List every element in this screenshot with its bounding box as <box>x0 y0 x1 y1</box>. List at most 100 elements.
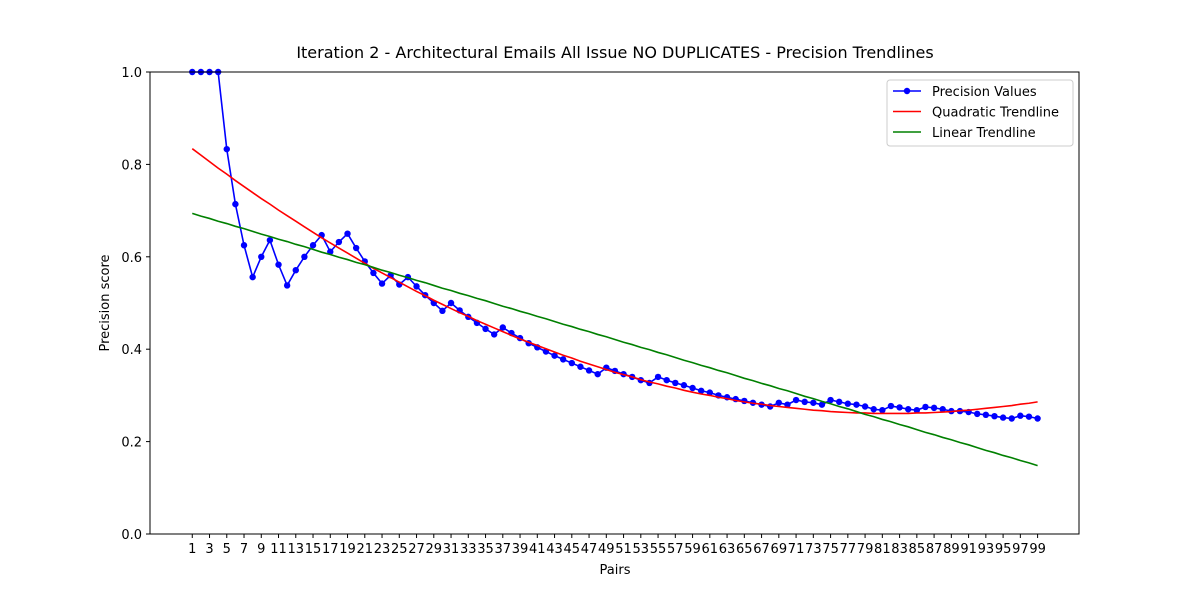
data-point <box>663 376 670 384</box>
data-point <box>818 401 826 408</box>
data-point <box>283 282 291 289</box>
data-point <box>836 398 843 406</box>
data-point <box>482 325 489 333</box>
x-tick-label: 71 <box>788 542 805 557</box>
x-tick-label: 81 <box>874 542 891 557</box>
x-tick-label: 37 <box>495 542 512 557</box>
data-point <box>499 324 506 331</box>
data-point <box>559 356 567 363</box>
data-point <box>672 379 679 387</box>
x-tick-label: 57 <box>667 542 684 557</box>
data-point <box>577 363 584 370</box>
data-point <box>922 403 929 411</box>
legend-label: Precision Values <box>932 85 1037 100</box>
x-axis-label: Pairs <box>600 563 631 578</box>
data-point <box>1017 412 1024 419</box>
data-point <box>568 359 576 367</box>
data-point <box>870 406 877 413</box>
data-point <box>887 402 895 410</box>
data-point <box>447 299 455 307</box>
x-tick-label: 55 <box>650 542 667 557</box>
data-point <box>292 266 299 274</box>
data-point <box>413 283 420 290</box>
data-point <box>1025 413 1033 420</box>
chart-title: Iteration 2 - Architectural Emails All I… <box>296 43 933 62</box>
data-point <box>1008 415 1015 422</box>
series-line <box>192 212 1038 467</box>
data-point <box>879 406 886 414</box>
x-tick-label: 5 <box>223 542 231 557</box>
data-point <box>784 401 791 408</box>
data-point <box>585 367 593 374</box>
x-tick-label: 7 <box>240 542 248 557</box>
data-point <box>991 412 998 420</box>
x-tick-label: 61 <box>702 542 719 557</box>
legend-label: Quadratic Trendline <box>932 106 1059 121</box>
data-point <box>792 396 800 404</box>
data-point <box>810 399 817 406</box>
data-point <box>335 238 343 246</box>
x-tick-label: 97 <box>1012 542 1029 557</box>
x-tick-label: 15 <box>305 542 322 557</box>
x-tick-label: 49 <box>598 542 615 557</box>
y-tick-label: 0.0 <box>121 528 142 543</box>
y-tick-label: 0.6 <box>121 251 142 266</box>
data-point <box>827 396 834 404</box>
x-tick-label: 89 <box>943 542 960 557</box>
x-tick-label: 29 <box>426 542 443 557</box>
x-tick-label: 75 <box>822 542 839 557</box>
y-tick-label: 0.2 <box>121 436 142 451</box>
x-tick-label: 45 <box>564 542 581 557</box>
y-tick-label: 1.0 <box>121 66 142 81</box>
y-axis-label: Precision score <box>98 254 113 351</box>
data-point <box>689 384 696 392</box>
x-tick-label: 13 <box>288 542 305 557</box>
x-tick-label: 99 <box>1029 542 1046 557</box>
data-point <box>439 307 446 315</box>
x-tick-label: 31 <box>443 542 460 557</box>
y-tick-label: 0.8 <box>121 158 142 173</box>
x-tick-label: 87 <box>926 542 943 557</box>
legend-label: Linear Trendline <box>932 126 1036 141</box>
x-tick-label: 93 <box>978 542 995 557</box>
x-tick-label: 1 <box>188 542 196 557</box>
x-tick-label: 79 <box>857 542 874 557</box>
x-tick-label: 73 <box>805 542 822 557</box>
x-tick-label: 23 <box>374 542 391 557</box>
x-tick-label: 77 <box>840 542 857 557</box>
x-tick-label: 27 <box>408 542 425 557</box>
data-point <box>930 404 938 412</box>
data-point <box>697 387 705 394</box>
x-tick-label: 59 <box>684 542 701 557</box>
data-point <box>232 200 239 208</box>
data-point <box>309 242 317 249</box>
legend-box <box>886 79 1074 147</box>
x-tick-label: 53 <box>633 542 650 557</box>
data-point <box>490 331 498 338</box>
x-tick-label: 11 <box>270 542 287 557</box>
x-tick-label: 65 <box>736 542 753 557</box>
legend-marker <box>903 87 911 95</box>
data-point <box>370 269 377 277</box>
x-tick-label: 67 <box>753 542 770 557</box>
data-point <box>680 382 688 389</box>
x-tick-label: 3 <box>205 542 213 557</box>
data-point <box>275 261 282 268</box>
data-point <box>378 280 386 287</box>
x-tick-label: 9 <box>257 542 265 557</box>
x-tick-label: 69 <box>771 542 788 557</box>
data-point <box>249 273 256 281</box>
data-point <box>654 373 662 381</box>
data-point <box>594 370 601 378</box>
data-point <box>352 244 360 252</box>
plot-frame <box>149 71 1080 535</box>
data-point <box>905 406 912 413</box>
data-point <box>974 410 981 418</box>
data-point <box>223 145 230 153</box>
data-point <box>1034 415 1041 422</box>
x-tick-label: 95 <box>995 542 1012 557</box>
x-tick-label: 41 <box>529 542 546 557</box>
x-tick-label: 35 <box>477 542 494 557</box>
x-tick-label: 25 <box>391 542 408 557</box>
